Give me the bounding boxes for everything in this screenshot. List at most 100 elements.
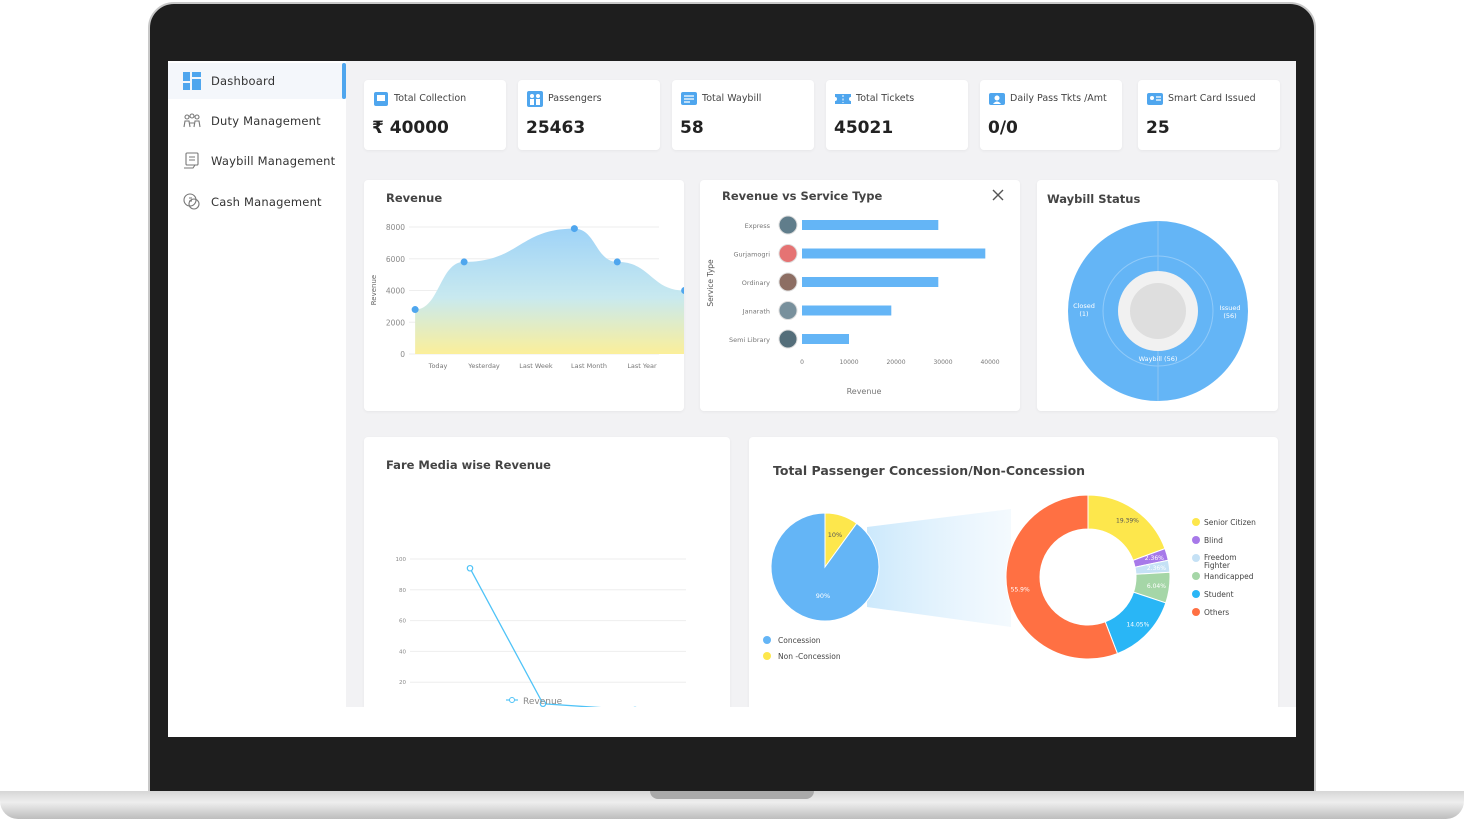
sidebar-item-dashboard[interactable]: Dashboard (168, 63, 346, 99)
donut-legend-marker (1192, 572, 1200, 580)
sidebar-item-waybill-management[interactable]: Waybill Management (168, 143, 346, 179)
donut-slice-label: 6.04% (1147, 583, 1166, 590)
pie-legend-label: Concession (778, 636, 821, 645)
bus-thumbnail-icon (778, 301, 798, 320)
revenue-point[interactable] (460, 258, 468, 266)
donut-slice[interactable] (1005, 494, 1119, 660)
bus-thumbnail-icon (778, 215, 798, 235)
stat-value: 0/0 (988, 118, 1018, 138)
fare-point[interactable] (539, 700, 547, 708)
donut-slice-label: 2.36% (1145, 555, 1164, 562)
service-x-tick: 0 (800, 359, 804, 366)
revenue-point[interactable] (411, 306, 419, 314)
revenue-title: Revenue (386, 191, 443, 205)
waybill-closed-count: (1) (1079, 310, 1088, 318)
stat-card-passengers[interactable]: Passengers 25463 (518, 80, 660, 150)
fare-point[interactable] (466, 564, 474, 572)
fare-card: Fare Media wise Revenue 020406080100 Cas… (364, 437, 730, 737)
fare-legend-label: Revenue (523, 697, 563, 707)
waybill-title: Waybill Status (1047, 192, 1141, 206)
stat-card-total-tickets[interactable]: Total Tickets 45021 (826, 80, 968, 150)
waybill-issued-label: Issued (1220, 304, 1241, 312)
service-bar[interactable] (802, 277, 939, 287)
donut-legend-marker (1192, 536, 1200, 544)
bus-thumbnail-icon (778, 244, 798, 263)
waybill-closed-label: Closed (1073, 302, 1095, 310)
books-icon (374, 92, 388, 106)
service-y-label: Service Type (706, 259, 715, 307)
fare-y-tick: 40 (399, 649, 406, 655)
sidebar-item-cash-management[interactable]: Cash Management (168, 184, 346, 220)
stat-title: Passengers (548, 93, 602, 104)
fare-legend-marker (509, 697, 515, 703)
donut-slice-label: 55.9% (1011, 587, 1030, 594)
app-screen: Dashboard Duty Management Waybill Manage… (168, 61, 1296, 737)
revenue-y-label: Revenue (370, 275, 378, 306)
revenue-y-tick: 6000 (386, 255, 405, 264)
pie-legend-label: Non -Concession (778, 652, 841, 661)
service-bar[interactable] (802, 305, 892, 316)
stat-card-daily-pass[interactable]: Daily Pass Tkts /Amt 0/0 (980, 80, 1122, 150)
stat-value: 25463 (526, 118, 586, 138)
sidebar-item-duty-management[interactable]: Duty Management (168, 103, 346, 139)
pie-label-non-concession: 10% (828, 531, 842, 539)
service-x-tick: 20000 (886, 359, 905, 366)
stat-title: Total Tickets (856, 93, 915, 104)
service-bar[interactable] (802, 220, 939, 230)
stat-card-smart-card[interactable]: Smart Card Issued 25 (1138, 80, 1280, 150)
waybill-card: Waybill Status Closed (1) Issued (56) Wa… (1037, 180, 1278, 411)
waybill-count-label: Waybill (56) (1139, 355, 1178, 363)
revenue-y-tick: 0 (400, 350, 405, 359)
service-card: Revenue vs Service Type Service Type Rev… (700, 180, 1020, 411)
donut-slice[interactable] (1087, 494, 1166, 562)
sidebar-item-label: Duty Management (211, 114, 321, 128)
donut-legend-label: Senior Citizen (1204, 518, 1256, 527)
donut-legend-label: Others (1204, 608, 1229, 617)
fare-y-tick: 60 (399, 619, 406, 625)
donut-slice-label: 14.05% (1126, 622, 1149, 629)
fare-title: Fare Media wise Revenue (386, 458, 551, 472)
revenue-card: Revenue Revenue 0 2000 4000 6000 8000 Today Y… (364, 180, 684, 411)
service-bar-chart: Service Type Revenue Express Gurjamogri Or… (706, 215, 1000, 396)
stat-card-total-waybill[interactable]: Total Waybill 58 (672, 80, 814, 150)
waybill-sunburst: Closed (1) Issued (56) Waybill (56) (1068, 221, 1248, 401)
stat-value: 45021 (834, 118, 894, 138)
stat-card-total-collection[interactable]: Total Collection ₹ 40000 (364, 80, 506, 150)
fare-y-tick: 100 (396, 557, 407, 563)
document-icon (182, 151, 202, 171)
revenue-y-tick: 8000 (386, 223, 405, 232)
service-category-label: Semi Library (729, 336, 770, 344)
laptop-notch (650, 791, 814, 799)
stat-value: 58 (680, 118, 704, 138)
stat-title: Total Waybill (702, 93, 762, 104)
service-bar[interactable] (802, 248, 986, 259)
pie-slice-concession[interactable] (770, 512, 880, 622)
stat-value: 25 (1146, 118, 1170, 138)
service-title: Revenue vs Service Type (722, 189, 883, 203)
revenue-point[interactable] (613, 258, 621, 266)
bus-thumbnail-icon (778, 272, 798, 292)
stat-value: ₹ 40000 (372, 118, 449, 138)
revenue-y-tick: 4000 (386, 287, 405, 296)
service-category-label: Express (745, 222, 771, 230)
donut-slice-label: 2.36% (1147, 565, 1166, 572)
cash-icon (182, 192, 202, 212)
revenue-point[interactable] (681, 287, 684, 294)
sidebar: Dashboard Duty Management Waybill Manage… (168, 61, 346, 737)
donut-legend-label: Handicapped (1204, 572, 1254, 581)
stat-title: Smart Card Issued (1168, 93, 1256, 104)
revenue-y-tick: 2000 (386, 318, 405, 327)
service-x-tick: 30000 (933, 359, 952, 366)
donut-legend-marker (1192, 590, 1200, 598)
pass-icon (989, 93, 1005, 105)
close-icon[interactable] (991, 188, 1005, 202)
concession-charts: 10%90% 19.39%2.36%2.36%6.04%14.05%55.9% … (763, 494, 1256, 661)
concession-title: Total Passenger Concession/Non-Concessio… (773, 463, 1086, 478)
revenue-point[interactable] (570, 225, 578, 233)
revenue-x-tick: Today (428, 362, 448, 370)
revenue-area-chart: Revenue 0 2000 4000 6000 8000 Today Yesterday… (370, 223, 684, 370)
people-icon (182, 111, 202, 131)
service-bar[interactable] (802, 334, 849, 344)
sidebar-item-label: Cash Management (211, 195, 322, 209)
sidebar-item-label: Dashboard (211, 74, 276, 88)
